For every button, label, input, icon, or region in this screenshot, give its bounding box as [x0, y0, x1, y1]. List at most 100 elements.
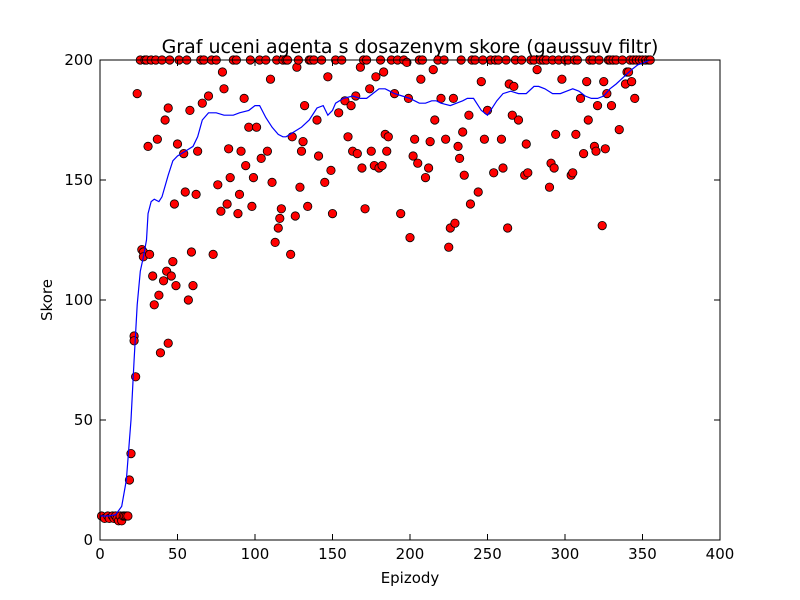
- scatter-point: [267, 177, 277, 187]
- scatter-point: [298, 137, 308, 147]
- scatter-point: [549, 163, 559, 173]
- scatter-point: [366, 146, 376, 156]
- x-tick-label: 350: [628, 545, 657, 563]
- scatter-point: [606, 101, 617, 111]
- scatter-point: [222, 199, 232, 209]
- scatter-point: [143, 141, 153, 151]
- scatter-point: [188, 280, 198, 291]
- scatter-point: [360, 204, 370, 214]
- y-tick-label: 100: [64, 291, 93, 309]
- scatter-point: [124, 475, 135, 485]
- scatter-point: [453, 141, 463, 151]
- scatter-point: [233, 209, 243, 219]
- scatter-point: [382, 146, 392, 156]
- scatter-point: [521, 139, 531, 149]
- scatter-point: [265, 74, 276, 84]
- scatter-point: [489, 168, 499, 178]
- scatter-point: [383, 132, 393, 142]
- scatter-point: [423, 163, 434, 173]
- scatter-point: [444, 242, 454, 252]
- scatter-point: [557, 74, 567, 84]
- scatter-point: [416, 74, 426, 84]
- x-tick-label: 150: [318, 545, 347, 563]
- scatter-point: [479, 134, 489, 144]
- scatter-point: [396, 209, 406, 219]
- scatter-point: [169, 199, 179, 209]
- scatter-point: [476, 77, 486, 87]
- scatter-point: [145, 249, 155, 259]
- scatter-point: [251, 122, 262, 132]
- gaussian-filter-line: [100, 59, 651, 517]
- scatter-point: [597, 221, 607, 231]
- scatter-point: [592, 101, 603, 111]
- scatter-point: [168, 256, 178, 267]
- scatter-point: [287, 132, 297, 142]
- scatter-point: [224, 144, 234, 154]
- scatter-point: [171, 280, 181, 291]
- scatter-point: [244, 122, 254, 132]
- scatter-point: [509, 81, 519, 92]
- x-tick-label: 250: [473, 545, 502, 563]
- scatter-point: [262, 146, 272, 156]
- scatter-point: [236, 146, 246, 156]
- scatter-point: [614, 125, 624, 135]
- scatter-point: [295, 182, 305, 192]
- scatter-point: [275, 213, 285, 223]
- scatter-point: [216, 206, 226, 216]
- scatter-point: [448, 93, 458, 104]
- scatter-point: [197, 98, 207, 108]
- scatter-point: [180, 187, 190, 197]
- scatter-point: [313, 151, 324, 161]
- scatter-point: [496, 134, 507, 144]
- x-axis-label: Epizody: [381, 569, 440, 587]
- scatter-point: [507, 110, 517, 120]
- scatter-point: [459, 170, 469, 180]
- scatter-point: [464, 110, 474, 120]
- scatter-point: [408, 151, 418, 161]
- scatter-point: [303, 201, 313, 211]
- x-tick-label: 50: [168, 545, 187, 563]
- scatter-point: [454, 153, 465, 163]
- scatter-point: [532, 65, 542, 75]
- scatter-point: [405, 233, 415, 243]
- scatter-point: [148, 271, 158, 281]
- scatter-point: [578, 149, 589, 159]
- scatter-point: [149, 300, 159, 310]
- scatter-point: [326, 165, 336, 175]
- y-tick-label: 0: [83, 531, 93, 549]
- scatter-point: [247, 201, 257, 211]
- scatter-point: [323, 72, 333, 82]
- scatter-point: [465, 199, 476, 209]
- scatter-point: [219, 84, 229, 94]
- scatter-point: [155, 348, 166, 358]
- scatter-point: [450, 218, 460, 228]
- x-tick-label: 0: [95, 545, 105, 563]
- scatter-point: [123, 511, 133, 521]
- scatter-point: [203, 91, 214, 101]
- scatter-point: [334, 108, 344, 118]
- scatter-point: [551, 129, 561, 139]
- x-tick-label: 100: [241, 545, 270, 563]
- scatter-point: [290, 211, 300, 221]
- scatter-point: [630, 93, 640, 104]
- scatter-point: [163, 338, 173, 348]
- scatter-point: [296, 146, 307, 156]
- scatter-point: [158, 276, 169, 286]
- scatter-point: [458, 127, 468, 137]
- axis-ticks: 0 50 100 150 200 250 300 350 400 0 50 100 150 200: [64, 51, 734, 563]
- scatter-point: [327, 209, 338, 219]
- scatter-point: [513, 115, 524, 125]
- x-tick-label: 400: [706, 545, 735, 563]
- scatter-point: [473, 187, 483, 197]
- scatter-point: [166, 271, 176, 281]
- scatter-point: [273, 223, 283, 233]
- scatter-point: [503, 223, 513, 233]
- scatter-point: [183, 295, 193, 305]
- scatter-point: [410, 134, 420, 144]
- scatter-point: [186, 247, 197, 257]
- scatter-point: [346, 101, 356, 111]
- scatter-point: [377, 161, 387, 171]
- scatter-point: [239, 93, 249, 104]
